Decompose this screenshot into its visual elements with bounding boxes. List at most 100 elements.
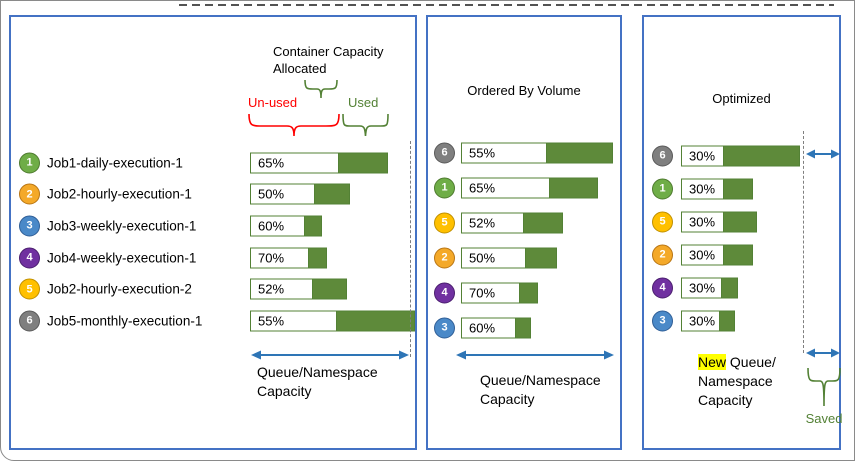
job-row: 6 30% (644, 139, 839, 172)
bar-percent-label: 70% (258, 250, 285, 266)
job-row: 5 30% (644, 205, 839, 238)
bar-unused-segment: 52% (251, 279, 313, 299)
bar-unused-segment: 30% (682, 179, 724, 198)
job-row: 1 Job1-daily-execution-1 65% (11, 147, 415, 179)
job-number-badge: 2 (434, 247, 455, 268)
capacity-bar: 65% (250, 152, 388, 174)
new-label: New (698, 354, 727, 370)
queue-capacity-label: Queue/Namespace Capacity (480, 371, 601, 409)
bar-percent-label: 30% (689, 247, 716, 262)
dashed-new-capacity-line (803, 131, 804, 353)
job-row: 5 Job2-hourly-execution-2 52% (11, 273, 415, 305)
bar-used-segment (724, 179, 752, 198)
bar-percent-label: 30% (689, 148, 716, 163)
job-label: Job1-daily-execution-1 (47, 155, 183, 171)
job-row: 4 30% (644, 271, 839, 304)
job-label: Job2-hourly-execution-1 (47, 186, 192, 202)
job-row: 4 70% (428, 275, 620, 310)
capacity-bar: 60% (461, 317, 531, 338)
job-number-badge: 2 (19, 183, 40, 205)
job-number-badge: 2 (652, 244, 673, 265)
capacity-bar: 55% (250, 310, 415, 332)
bar-percent-label: 65% (469, 180, 496, 195)
bar-used-segment (516, 318, 530, 337)
bar-used-segment (720, 311, 734, 330)
bar-unused-segment: 30% (682, 245, 724, 264)
dashed-capacity-line (410, 141, 411, 357)
bar-used-segment (724, 245, 752, 264)
panel-title: Optimized (712, 91, 771, 106)
bar-percent-label: 52% (258, 281, 285, 297)
job-number-badge: 5 (434, 212, 455, 233)
capacity-bar: 50% (250, 183, 350, 205)
bar-unused-segment: 55% (251, 311, 337, 331)
bar-used-segment (309, 248, 326, 268)
job-number-badge: 3 (434, 317, 455, 338)
job-row: 2 Job2-hourly-execution-1 50% (11, 179, 415, 211)
bar-unused-segment: 70% (462, 283, 520, 302)
capacity-bar: 30% (681, 310, 735, 331)
top-dashed-line (179, 4, 834, 6)
bar-used-segment (526, 248, 556, 267)
capacity-bar: 70% (461, 282, 538, 303)
job-row: 6 Job5-monthly-execution-1 55% (11, 305, 415, 337)
job-row: 1 30% (644, 172, 839, 205)
annotation-line1: Container Capacity (273, 44, 384, 59)
job-row: 3 Job3-weekly-execution-1 60% (11, 210, 415, 242)
axis-line1: New Queue/ (698, 353, 776, 372)
axis-line2: Capacity (257, 383, 312, 399)
job-number-badge: 5 (652, 211, 673, 232)
job-label: Job3-weekly-execution-1 (47, 218, 197, 234)
axis-line1: Queue/Namespace (257, 364, 378, 380)
job-row: 6 55% (428, 135, 620, 170)
bar-used-segment (722, 278, 737, 297)
bar-percent-label: 65% (258, 155, 285, 171)
new-queue-capacity-label: New Queue/ Namespace Capacity (698, 353, 776, 410)
job-number-badge: 6 (652, 145, 673, 166)
job-row: 3 30% (644, 304, 839, 337)
bar-used-segment (550, 178, 597, 197)
job-number-badge: 3 (19, 215, 40, 237)
bar-unused-segment: 30% (682, 146, 724, 165)
capacity-bar: 55% (461, 142, 613, 163)
job-number-badge: 6 (434, 142, 455, 163)
capacity-bar: 30% (681, 145, 800, 166)
capacity-bar: 30% (681, 244, 753, 265)
bar-unused-segment: 52% (462, 213, 524, 232)
bar-unused-segment: 65% (251, 153, 339, 173)
job-row: 1 65% (428, 170, 620, 205)
job-number-badge: 3 (652, 310, 673, 331)
capacity-bar: 30% (681, 178, 753, 199)
job-number-badge: 1 (434, 177, 455, 198)
panel-ordered-by-volume: Ordered By Volume 6 55% 1 65% 5 52% 2 50% 4 70% 3 6… (426, 15, 622, 450)
bar-percent-label: 70% (469, 285, 496, 300)
axis-line2: Capacity (480, 391, 535, 407)
job-row: 4 Job4-weekly-execution-1 70% (11, 242, 415, 274)
capacity-bar: 52% (250, 278, 347, 300)
job-number-badge: 4 (19, 247, 40, 269)
saved-label: Saved (805, 411, 843, 426)
axis-line2: Namespace (698, 373, 773, 389)
bar-percent-label: 60% (469, 320, 496, 335)
job-row: 2 30% (644, 238, 839, 271)
capacity-bar: 65% (461, 177, 598, 198)
used-brace (342, 113, 389, 137)
bar-percent-label: 52% (469, 215, 496, 230)
bar-percent-label: 30% (689, 181, 716, 196)
bar-percent-label: 30% (689, 313, 716, 328)
bar-percent-label: 60% (258, 218, 285, 234)
capacity-bar: 60% (250, 215, 322, 237)
unused-brace (248, 113, 340, 137)
job-label: Job5-monthly-execution-1 (47, 313, 203, 329)
bar-unused-segment: 30% (682, 311, 720, 330)
job-rows-allocated: 1 Job1-daily-execution-1 65% 2 Job2-hourly-e… (11, 147, 415, 337)
allocated-brace (304, 79, 338, 99)
used-label: Used (348, 95, 379, 110)
panel-optimized: Optimized 6 30% 1 30% 5 30% 2 30% 4 30% 3 30% New Q… (642, 15, 842, 450)
job-label: Job2-hourly-execution-2 (47, 281, 192, 297)
bar-used-segment (724, 146, 799, 165)
bar-percent-label: 55% (258, 313, 285, 329)
job-number-badge: 1 (19, 152, 40, 174)
job-number-badge: 1 (652, 178, 673, 199)
capacity-range-arrow (251, 350, 409, 360)
